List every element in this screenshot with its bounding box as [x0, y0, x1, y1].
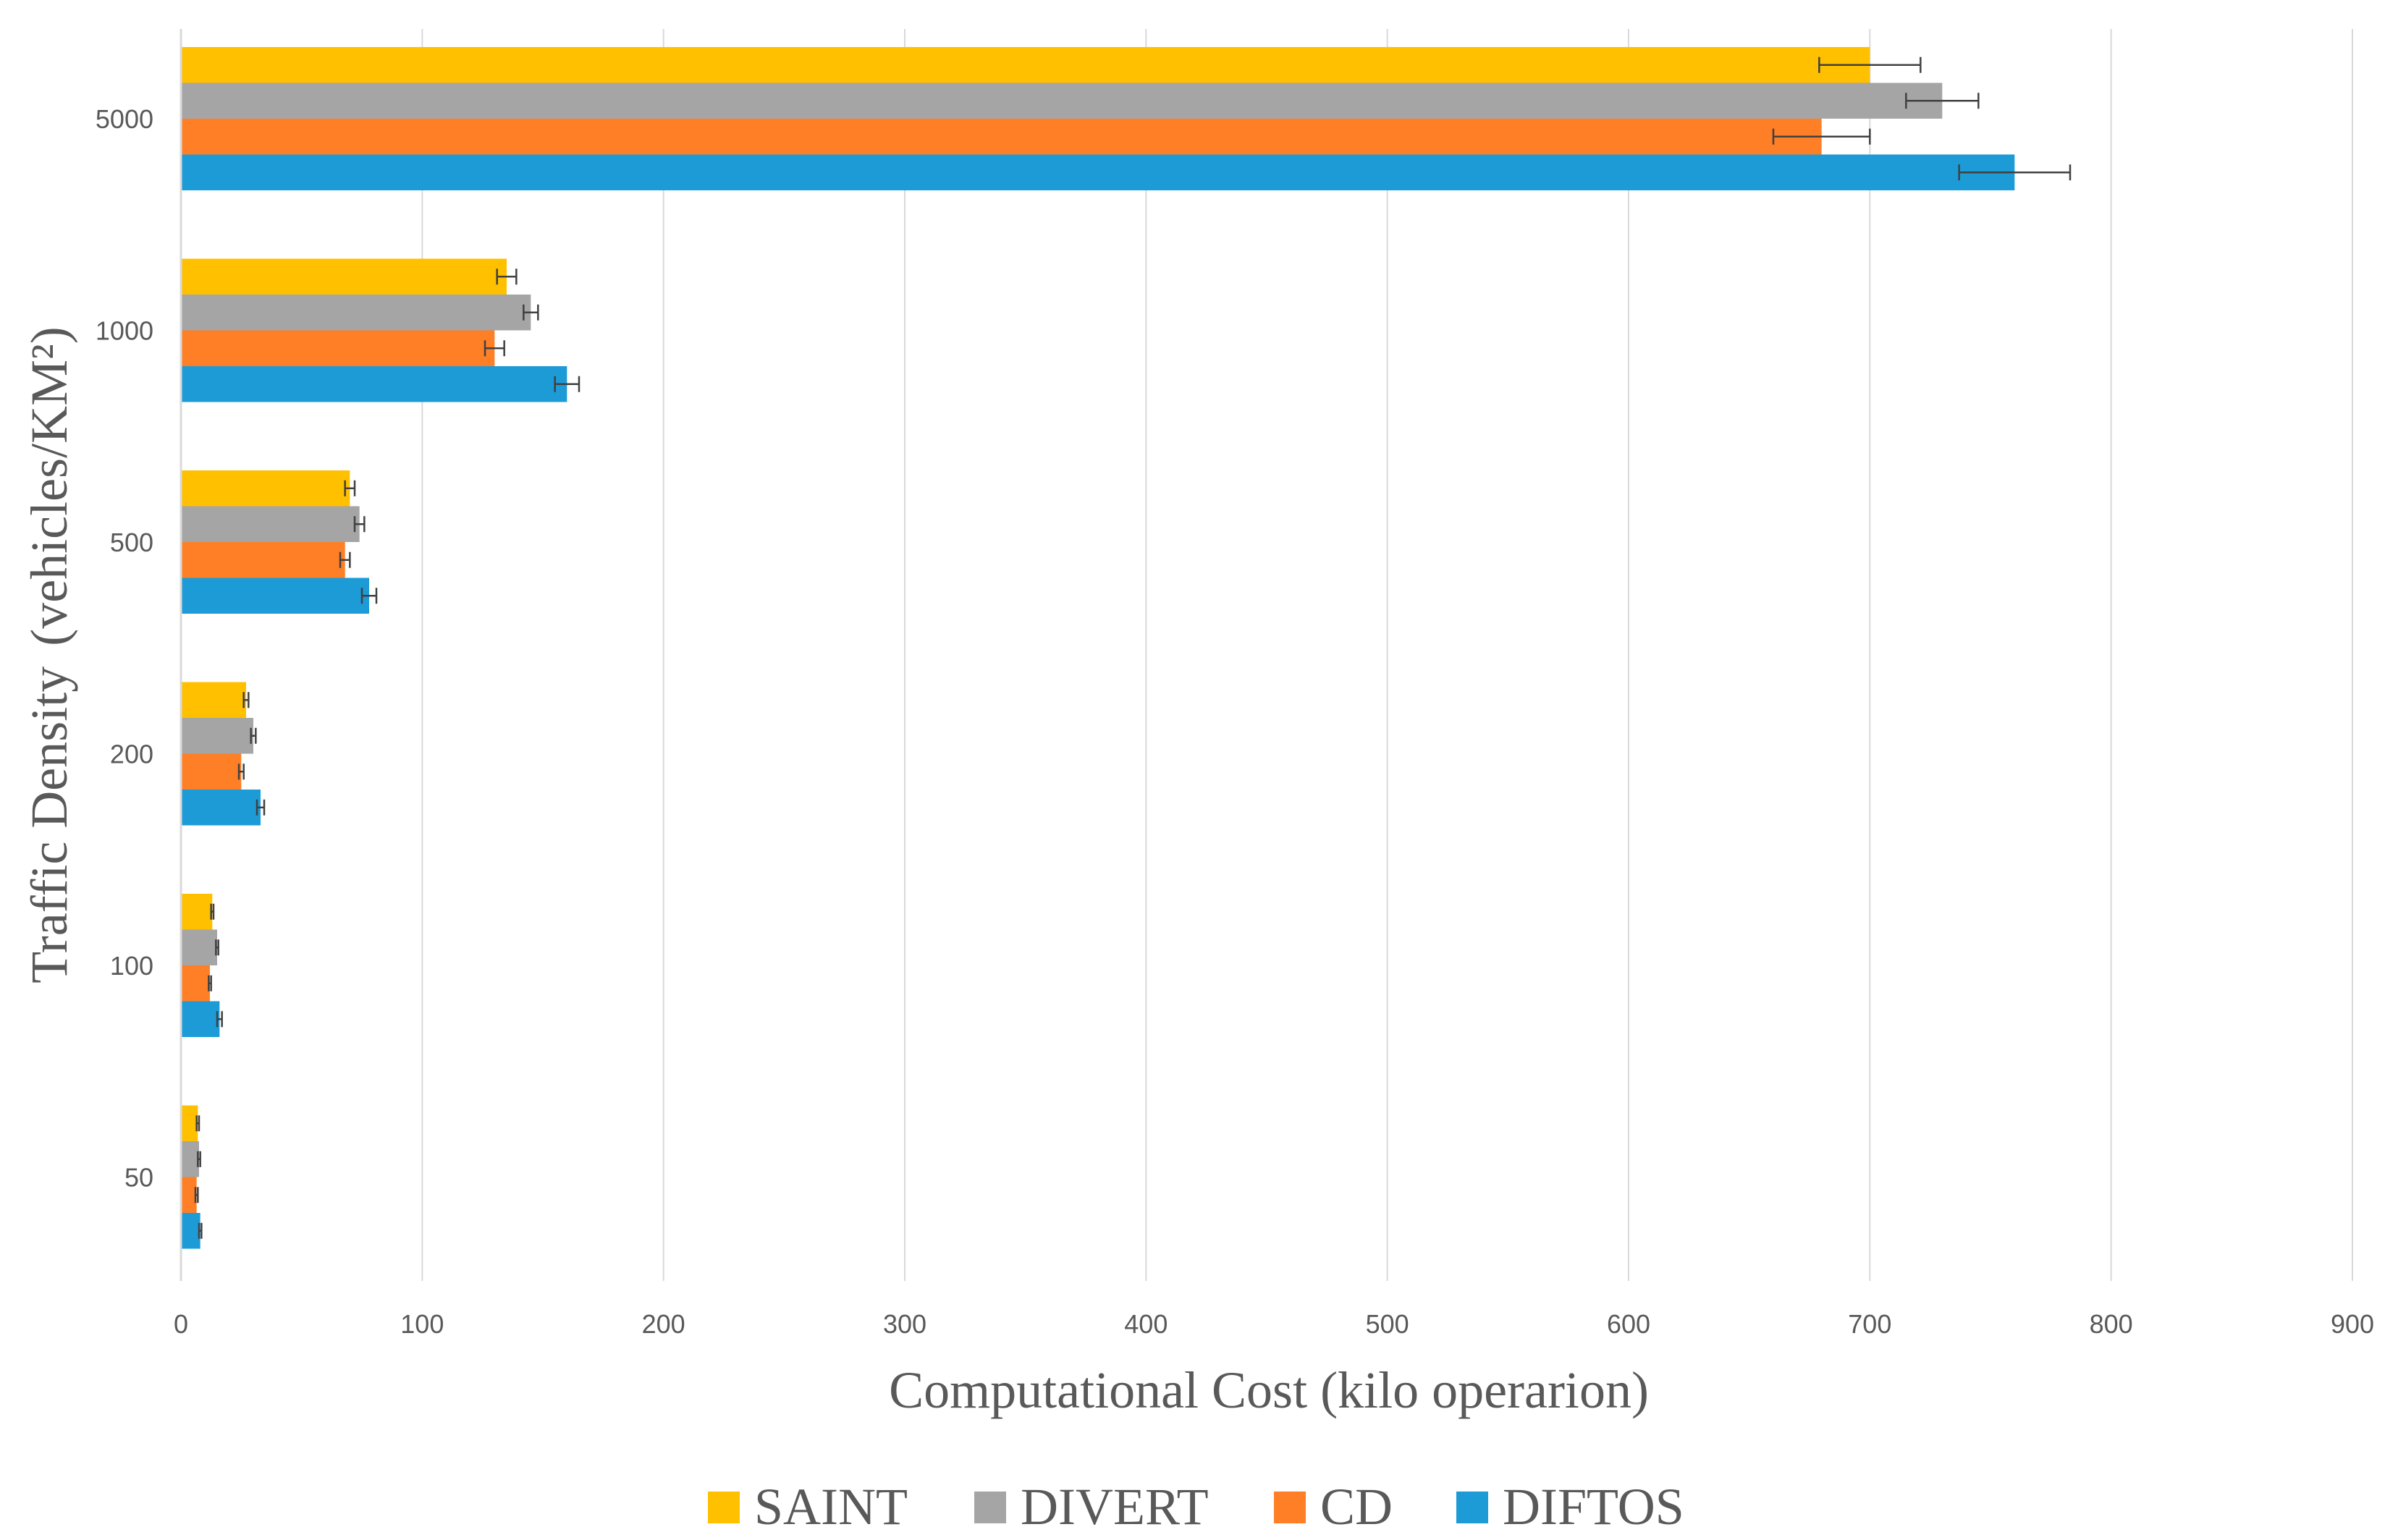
bar-divert-200: [181, 718, 253, 754]
y-tick-label: 50: [124, 1163, 153, 1193]
error-bar-divert-1000: [523, 304, 539, 321]
x-axis-ticks: 0 100 200 300 400 500 600 700 800 900: [174, 1309, 2374, 1339]
error-bar-diftos-500: [360, 588, 378, 604]
y-axis-title-unit: (vehicles/KM²): [20, 326, 78, 646]
bar-divert-100: [181, 929, 217, 965]
error-bar-diftos-1000: [554, 376, 580, 392]
bar-saint-5000: [181, 47, 1870, 83]
bar-saint-100: [181, 894, 213, 930]
x-axis-title: Computational Cost (kilo operarion): [889, 1361, 1649, 1419]
x-tick-label: 500: [1366, 1309, 1409, 1339]
error-bar-diftos-100: [216, 1011, 223, 1028]
error-bar-saint-200: [242, 692, 250, 708]
y-axis-title-main: Traffic Density: [20, 667, 78, 983]
x-tick-label: 700: [1848, 1309, 1891, 1339]
legend-item-saint: SAINT: [708, 1478, 908, 1536]
legend-swatch: [708, 1492, 740, 1523]
error-bar-divert-200: [250, 727, 257, 744]
bar-cd-5000: [181, 119, 1822, 155]
x-tick-label: 300: [883, 1309, 926, 1339]
x-tick-label: 200: [642, 1309, 685, 1339]
x-tick-label: 600: [1607, 1309, 1650, 1339]
y-tick-label: 500: [110, 528, 153, 557]
error-bar-diftos-5000: [1958, 164, 2072, 181]
error-bar-diftos-50: [198, 1222, 203, 1239]
error-bar-saint-50: [195, 1115, 200, 1132]
x-tick-label: 400: [1124, 1309, 1168, 1339]
legend-item-cd: CD: [1274, 1478, 1393, 1536]
error-bar-cd-100: [208, 975, 212, 991]
legend-label: DIFTOS: [1503, 1478, 1684, 1536]
error-bars: [194, 56, 2072, 1239]
bar-divert-500: [181, 506, 360, 542]
legend-swatch: [974, 1492, 1006, 1523]
error-bar-divert-50: [197, 1151, 201, 1167]
bar-cd-100: [181, 965, 210, 1002]
bar-cd-200: [181, 753, 242, 790]
bar-saint-500: [181, 470, 350, 507]
error-bar-cd-500: [339, 551, 351, 568]
bar-diftos-1000: [181, 366, 567, 402]
bars: [181, 47, 2015, 1249]
error-bar-cd-200: [237, 763, 245, 780]
bar-cd-500: [181, 542, 345, 578]
legend-label: SAINT: [754, 1478, 908, 1536]
error-bar-saint-5000: [1818, 56, 1922, 73]
bar-saint-50: [181, 1105, 198, 1141]
bar-saint-1000: [181, 258, 507, 295]
error-bar-cd-5000: [1772, 128, 1871, 145]
error-bar-cd-1000: [484, 340, 505, 357]
y-tick-label: 100: [110, 951, 153, 981]
x-tick-label: 100: [400, 1309, 444, 1339]
error-bar-divert-500: [353, 516, 366, 533]
bar-cd-50: [181, 1177, 197, 1213]
error-bar-cd-50: [194, 1187, 199, 1203]
y-tick-label: 5000: [96, 104, 153, 134]
y-axis-title: Traffic Density (vehicles/KM²): [20, 326, 78, 983]
legend-label: CD: [1320, 1478, 1393, 1536]
bar-saint-200: [181, 682, 246, 718]
error-bar-diftos-200: [256, 799, 266, 816]
x-tick-label: 900: [2331, 1309, 2374, 1339]
y-tick-label: 1000: [96, 316, 153, 346]
x-tick-label: 800: [2090, 1309, 2133, 1339]
bar-diftos-500: [181, 578, 369, 614]
error-bar-saint-1000: [496, 268, 518, 285]
bar-diftos-200: [181, 790, 261, 826]
bar-diftos-100: [181, 1001, 220, 1037]
error-bar-saint-100: [210, 903, 215, 920]
y-axis-ticks: 5000 1000 500 200 100 50: [96, 104, 153, 1193]
bar-cd-1000: [181, 330, 495, 366]
legend-swatch: [1456, 1492, 1488, 1523]
legend-swatch: [1274, 1492, 1306, 1523]
y-tick-label: 200: [110, 740, 153, 769]
legend-item-divert: DIVERT: [974, 1478, 1209, 1536]
legend-label: DIVERT: [1021, 1478, 1209, 1536]
error-bar-divert-5000: [1905, 93, 1980, 109]
grid-lines: [421, 29, 2353, 1281]
x-tick-label: 0: [174, 1309, 188, 1339]
legend-item-diftos: DIFTOS: [1456, 1478, 1684, 1536]
bar-diftos-5000: [181, 154, 2015, 190]
bar-divert-50: [181, 1141, 199, 1177]
legend: SAINT DIVERT CD DIFTOS: [708, 1478, 1684, 1536]
error-bar-saint-500: [344, 480, 356, 496]
bar-divert-1000: [181, 295, 531, 331]
bar-diftos-50: [181, 1213, 200, 1249]
bar-divert-5000: [181, 82, 1943, 119]
error-bar-divert-100: [215, 939, 219, 956]
